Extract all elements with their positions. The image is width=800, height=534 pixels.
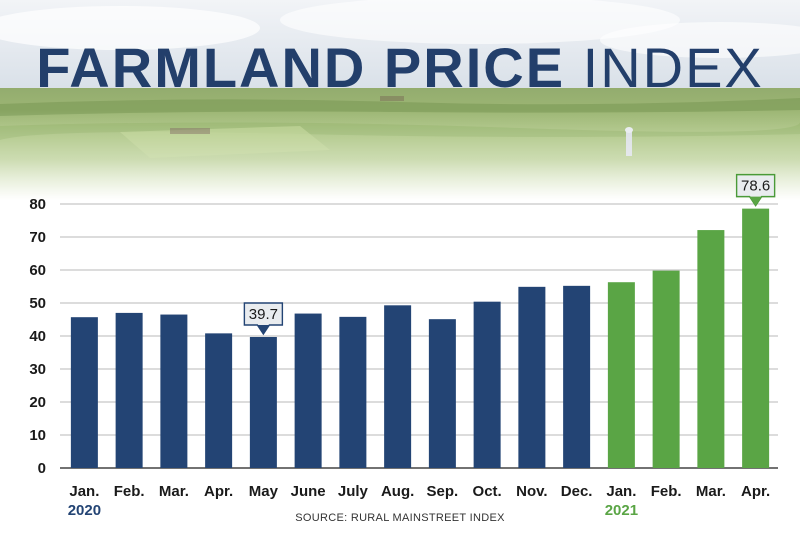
x-tick-label: Feb.: [114, 483, 145, 500]
year-label: 2020: [68, 502, 101, 519]
y-tick-label: 70: [29, 229, 46, 246]
x-tick-label: Feb.: [651, 483, 682, 500]
bar: [697, 230, 725, 468]
bar: [160, 314, 188, 468]
y-tick-label: 60: [29, 262, 46, 279]
y-tick-label: 30: [29, 361, 46, 378]
x-tick-label: Aug.: [381, 483, 414, 500]
bar: [115, 312, 143, 468]
bar: [607, 282, 635, 468]
x-tick-label: Apr.: [741, 483, 770, 500]
y-tick-label: 50: [29, 295, 46, 312]
callout-pointer: [257, 324, 270, 334]
callout-pointer: [749, 196, 762, 206]
x-tick-label: June: [291, 483, 326, 500]
chart-bars: [70, 208, 770, 468]
bar: [652, 270, 680, 468]
x-tick-label: Oct.: [473, 483, 502, 500]
y-tick-label: 80: [29, 196, 46, 213]
x-tick-label: July: [338, 483, 369, 500]
callout-value: 78.6: [741, 178, 770, 195]
title-light-text: INDEX: [582, 36, 764, 99]
bar: [518, 286, 546, 468]
x-tick-label: May: [249, 483, 279, 500]
y-tick-label: 10: [29, 427, 46, 444]
x-tick-label: Mar.: [159, 483, 189, 500]
bar: [249, 336, 277, 468]
bar: [428, 319, 456, 468]
y-axis-ticks: 0 10 20 30 40 50 60 70 80: [29, 196, 46, 477]
year-labels: 2020 2021: [68, 502, 638, 519]
page-title: FARMLAND PRICE INDEX: [0, 36, 800, 100]
bar: [563, 285, 591, 468]
x-tick-label: Dec.: [561, 483, 593, 500]
value-callouts: 39.7 78.6: [243, 173, 776, 336]
callout-value: 39.7: [249, 306, 278, 323]
farmland-banner-image: [0, 0, 800, 200]
x-tick-label: Nov.: [516, 483, 547, 500]
bar: [294, 313, 322, 468]
year-label: 2021: [605, 502, 638, 519]
bar: [70, 317, 98, 468]
x-tick-label: Mar.: [696, 483, 726, 500]
x-tick-label: Jan.: [606, 483, 636, 500]
x-tick-label: Sep.: [427, 483, 459, 500]
x-tick-label: Apr.: [204, 483, 233, 500]
bar: [339, 316, 367, 468]
y-tick-label: 40: [29, 328, 46, 345]
bar: [205, 333, 233, 468]
bar: [742, 208, 770, 468]
source-note: SOURCE: RURAL MAINSTREET INDEX: [295, 512, 505, 524]
x-axis-labels: Jan. Feb. Mar. Apr. May June July Aug. Sep. Oct. N…: [69, 483, 770, 500]
title-bold-text: FARMLAND PRICE: [36, 36, 566, 99]
y-tick-label: 20: [29, 394, 46, 411]
bar: [473, 301, 501, 468]
x-tick-label: Jan.: [69, 483, 99, 500]
y-tick-label: 0: [38, 460, 46, 477]
bar: [384, 305, 412, 468]
